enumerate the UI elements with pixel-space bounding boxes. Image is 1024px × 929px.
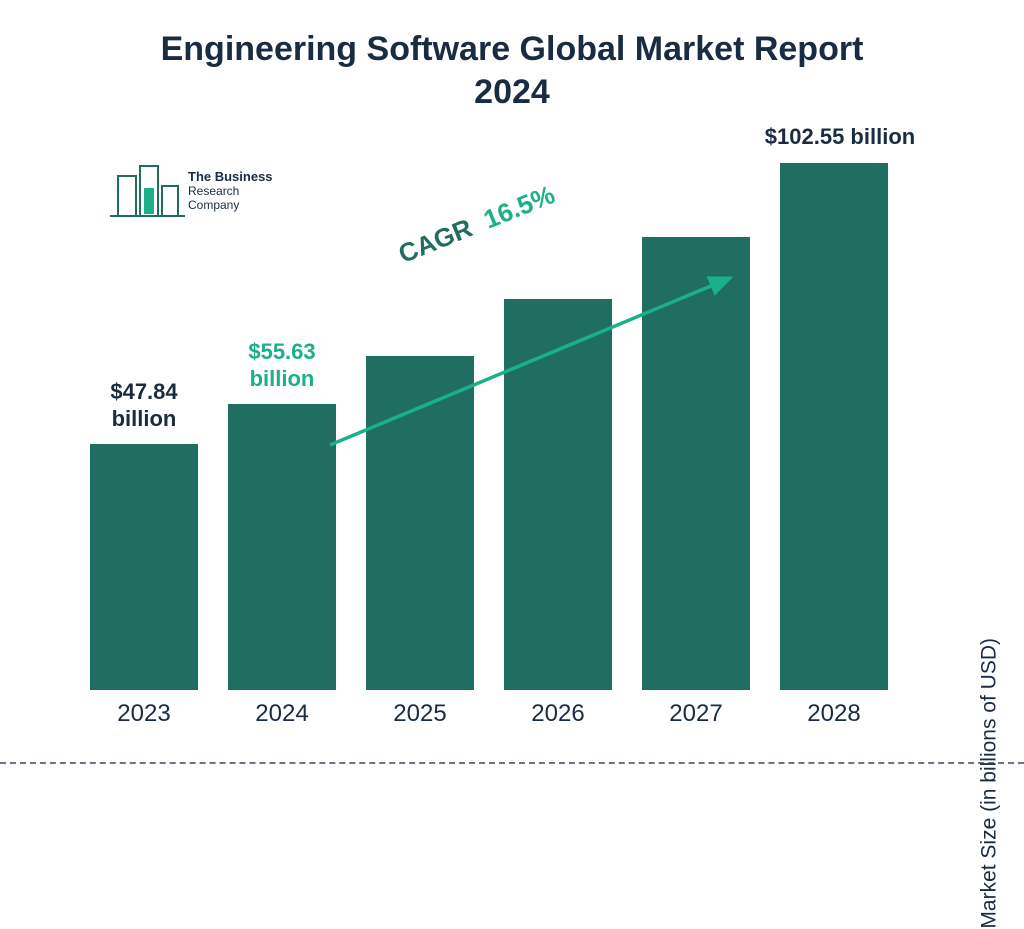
x-tick-label: 2025 <box>366 700 474 728</box>
bar-value-label: $102.55 billion <box>750 124 930 150</box>
x-tick-label: 2026 <box>504 700 612 728</box>
x-tick-label: 2023 <box>90 700 198 728</box>
y-axis-label: Market Size (in billions of USD) <box>978 638 1002 929</box>
bar <box>366 356 474 690</box>
bar <box>90 444 198 690</box>
bar <box>642 237 750 690</box>
x-tick-label: 2027 <box>642 700 750 728</box>
chart-title: Engineering Software Global Market Repor… <box>0 28 1024 113</box>
x-tick-label: 2024 <box>228 700 336 728</box>
bar <box>780 163 888 690</box>
bottom-divider <box>0 762 1024 764</box>
bar-value-label: $55.63billion <box>217 339 347 392</box>
bar <box>228 404 336 690</box>
x-tick-label: 2028 <box>780 700 888 728</box>
bar <box>504 299 612 690</box>
bar-value-label: $47.84billion <box>79 379 209 432</box>
title-line2: 2024 <box>474 73 550 111</box>
title-line1: Engineering Software Global Market Repor… <box>161 30 864 68</box>
